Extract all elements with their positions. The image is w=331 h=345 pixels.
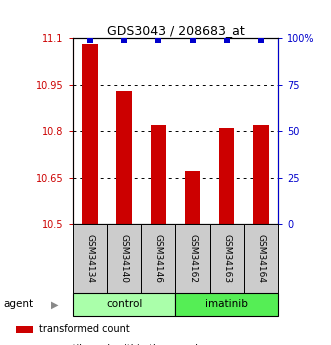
Bar (253, 125, 269, 224)
Bar (185, 171, 200, 224)
Bar (117, 91, 132, 224)
Bar (107, 224, 141, 293)
Text: ▶: ▶ (51, 299, 59, 309)
Text: transformed count: transformed count (39, 325, 130, 334)
Bar (82, 44, 98, 224)
Bar (175, 293, 278, 316)
Text: imatinib: imatinib (205, 299, 248, 309)
Text: GSM34162: GSM34162 (188, 234, 197, 283)
Bar (73, 224, 107, 293)
Bar (16, 326, 33, 333)
Text: percentile rank within the sample: percentile rank within the sample (39, 344, 205, 345)
Bar (244, 224, 278, 293)
Text: GSM34163: GSM34163 (222, 234, 231, 283)
Text: GSM34146: GSM34146 (154, 234, 163, 283)
Bar (219, 128, 234, 224)
Text: GSM34164: GSM34164 (257, 234, 265, 283)
Text: control: control (106, 299, 142, 309)
Bar (210, 224, 244, 293)
Text: GSM34140: GSM34140 (119, 234, 129, 283)
Bar (73, 293, 175, 316)
Text: GSM34134: GSM34134 (85, 234, 94, 283)
Bar (151, 125, 166, 224)
Title: GDS3043 / 208683_at: GDS3043 / 208683_at (107, 24, 244, 37)
Text: agent: agent (3, 299, 33, 309)
Bar (175, 224, 210, 293)
Bar (141, 224, 175, 293)
